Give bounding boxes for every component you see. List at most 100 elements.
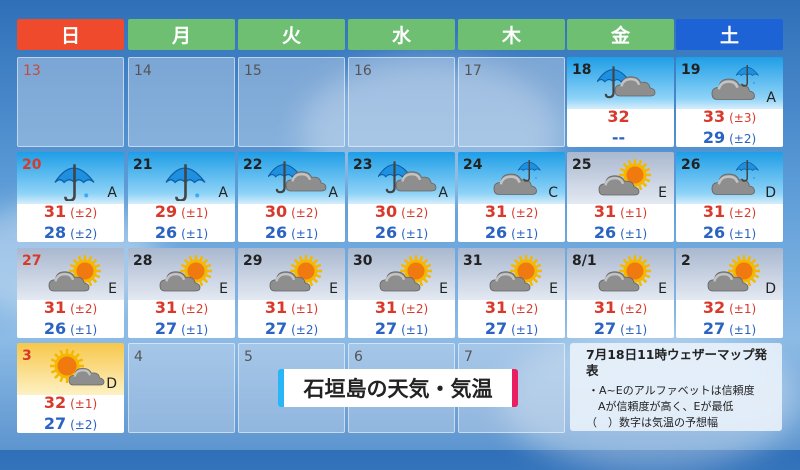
low-value: 27 [43,414,67,433]
high-range: (±2) [511,206,539,220]
low-temp: 29 (±2) [703,128,756,147]
day-cell: 14 [128,57,235,147]
note-line: ・A~Eのアルファベットは信頼度 [588,384,755,397]
cloud-sun-icon [379,255,432,292]
cloud-sun-icon [598,159,651,196]
temperature-area: 32 -- [567,107,674,147]
low-temp: 27 (±1) [375,319,428,338]
low-range: (±1) [70,323,98,337]
day-cell: 29 E 31 (±1) 27 (±2) [238,248,345,338]
high-value: 32 [607,107,630,126]
day-date: 6 [354,349,363,365]
high-range: (±2) [511,302,539,316]
day-cell: 3 D 32 (±1) 27 (±2) [17,343,124,433]
temperature-area: 31 (±2) 27 (±1) [348,298,455,338]
cloud-rain-icon [711,65,759,100]
confidence-grade: E [219,281,228,297]
day-cell: 2 D 32 (±1) 27 (±1) [676,248,783,338]
high-range: (±1) [729,302,757,316]
day-date: 27 [22,253,42,269]
day-cell: 20 A 31 (±2) 28 (±2) [17,152,124,242]
rain-cloud-icon [378,161,437,194]
low-value: 26 [484,223,508,242]
weather-area: 18 [567,57,674,109]
day-cell: 13 [17,57,124,147]
weather-area: 27 E [17,248,124,300]
low-range: (±1) [729,323,757,337]
cloud-rain-icon [493,160,541,195]
low-value: 26 [374,223,398,242]
weather-area: 31 E [458,248,565,300]
high-value: 31 [593,202,617,221]
note-line: Aが信頼度が高く、Eが最低 [598,400,734,413]
high-value: 31 [484,298,508,317]
high-temp: 29 (±1) [155,202,208,223]
high-value: 32 [43,393,67,412]
weekday-header: 日 [17,19,124,50]
low-temp: 26 (±1) [375,223,428,242]
low-range: (±1) [729,227,757,241]
day-date: 7 [464,349,473,365]
day-date: 15 [244,63,262,79]
weather-area: 29 E [238,248,345,300]
high-value: 31 [702,202,726,221]
high-value: 33 [702,107,726,126]
confidence-grade: A [766,90,776,106]
weather-area: 22 A [238,152,345,204]
confidence-grade: D [765,185,776,201]
high-value: 30 [264,202,288,221]
sun-cloud-icon [50,349,105,386]
weather-area: 19 A [676,57,783,109]
low-value: 26 [593,223,617,242]
low-temp: 26 (±1) [265,223,318,242]
low-value: 26 [702,223,726,242]
confidence-grade: D [106,376,117,392]
day-cell: 15 [238,57,345,147]
rain-icon [165,164,206,201]
low-temp: 26 (±1) [594,223,647,242]
low-value: -- [611,128,626,147]
weather-area: 28 E [128,248,235,300]
weather-area: 25 E [567,152,674,204]
day-date: 29 [243,253,263,269]
high-range: (±2) [70,302,98,316]
day-cell: 23 A 30 (±2) 26 (±1) [348,152,455,242]
day-cell: 22 A 30 (±2) 26 (±1) [238,152,345,242]
day-cell: 18 32 -- [567,57,674,147]
day-date: 5 [244,349,253,365]
day-cell: 28 E 31 (±2) 27 (±1) [128,248,235,338]
high-temp: 31 (±1) [265,298,318,319]
low-temp: 26 (±1) [155,223,208,242]
high-range: (±1) [70,397,98,411]
high-value: 31 [43,298,67,317]
low-range: (±1) [511,323,539,337]
low-range: (±2) [70,227,98,241]
day-date: 23 [353,157,373,173]
high-range: (±2) [181,302,209,316]
temperature-area: 32 (±1) 27 (±2) [17,393,124,433]
weather-area: 24 C [458,152,565,204]
day-date: 28 [133,253,153,269]
high-value: 31 [374,298,398,317]
high-temp: 31 (±2) [375,298,428,319]
temperature-area: 31 (±2) 26 (±1) [676,202,783,242]
day-cell: 21 A 29 (±1) 26 (±1) [128,152,235,242]
low-temp: 26 (±1) [485,223,538,242]
weather-area: 26 D [676,152,783,204]
day-cell: 31 E 31 (±2) 27 (±1) [458,248,565,338]
note-line: （ ）数字は気温の予想幅 [586,416,718,429]
low-range: (±2) [729,132,757,146]
low-value: 27 [484,319,508,338]
low-value: 26 [264,223,288,242]
high-range: (±2) [70,206,98,220]
temperature-area: 31 (±1) 26 (±1) [567,202,674,242]
low-range: (±1) [401,227,429,241]
day-date: 31 [463,253,483,269]
page-title: 石垣島の天気・気温 [278,369,518,407]
high-range: (±2) [291,206,319,220]
cloud-sun-icon [489,255,542,292]
high-temp: 31 (±2) [44,298,97,319]
confidence-grade: E [658,185,667,201]
high-temp: 31 (±2) [703,202,756,223]
rain-cloud-icon [597,66,656,99]
